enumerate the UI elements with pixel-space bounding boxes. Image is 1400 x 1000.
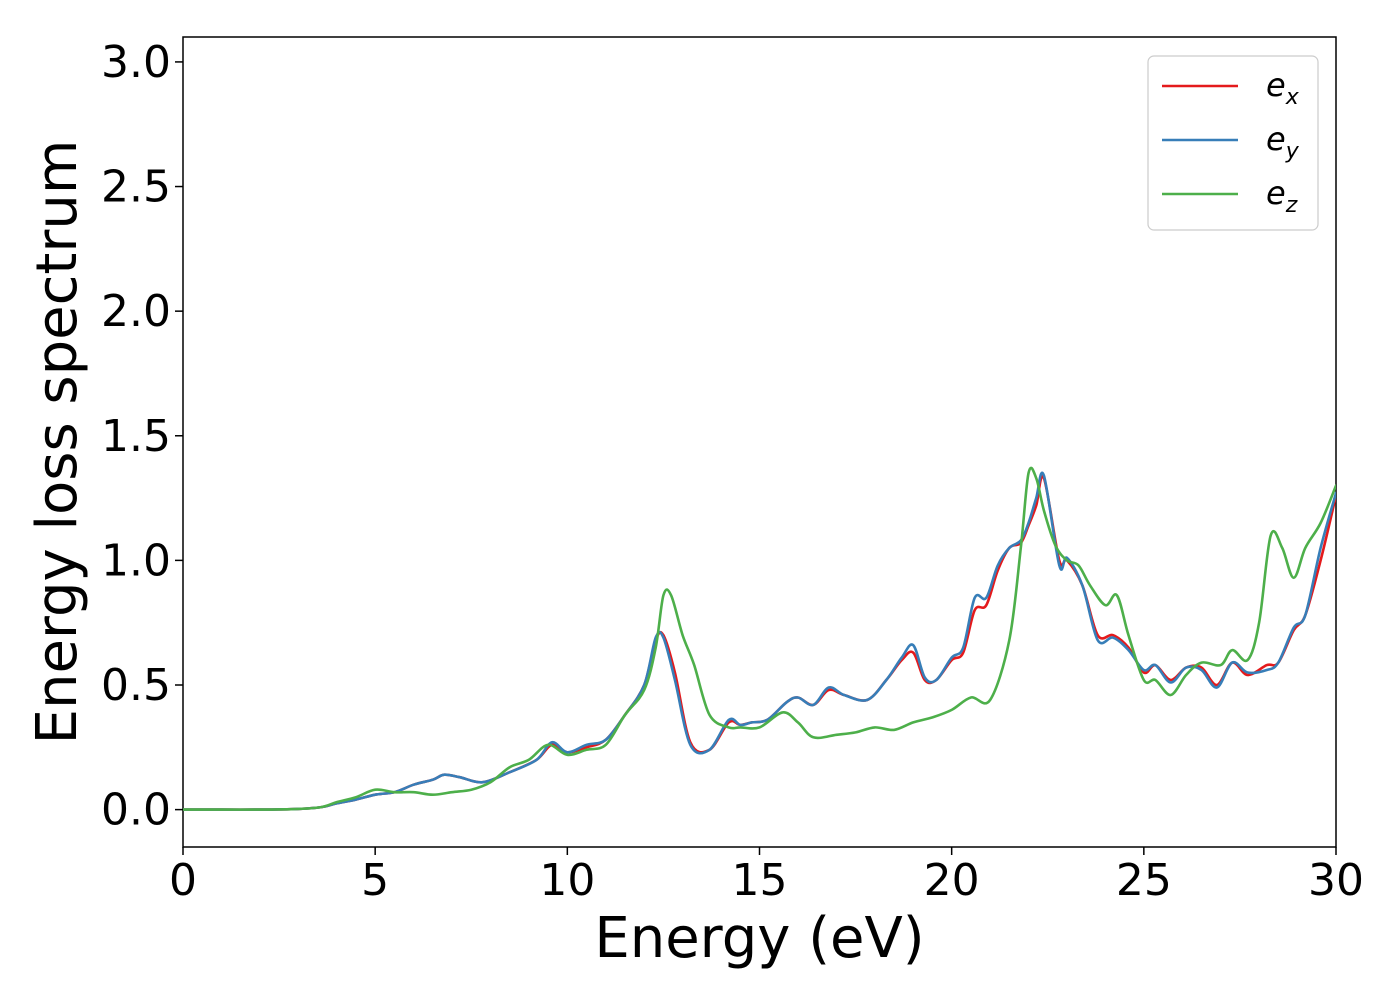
series-line-y [183,471,1336,811]
x-axis: 0 5 10 15 20 25 30 [169,847,1364,906]
y-tick-label: 1.0 [101,535,171,586]
y-tick-label: 3.0 [101,37,171,88]
legend-box [1147,55,1319,231]
x-tick-label: 25 [1116,855,1172,906]
legend-label: ez [1266,174,1298,218]
y-axis: 0.0 0.5 1.0 1.5 2.0 2.5 3.0 [101,37,183,836]
y-axis-title: Energy loss spectrum [25,140,90,745]
x-tick-label: 20 [924,855,980,906]
x-tick-label: 10 [539,855,595,906]
y-tick-label: 1.5 [101,411,171,462]
x-tick-label: 15 [732,855,788,906]
y-tick-label: 0.5 [101,660,171,711]
y-tick-label: 0.0 [101,785,171,836]
x-tick-label: 5 [361,855,389,906]
y-tick-label: 2.0 [101,286,171,337]
x-axis-title: Energy (eV) [594,906,924,971]
series-line-x [183,475,1336,811]
series-layer [183,466,1336,811]
series-line-z [183,466,1336,811]
y-tick-label: 2.5 [101,162,171,213]
x-tick-label: 0 [169,855,197,906]
legend-item-z: ez [1162,174,1298,218]
x-tick-label: 30 [1308,855,1364,906]
